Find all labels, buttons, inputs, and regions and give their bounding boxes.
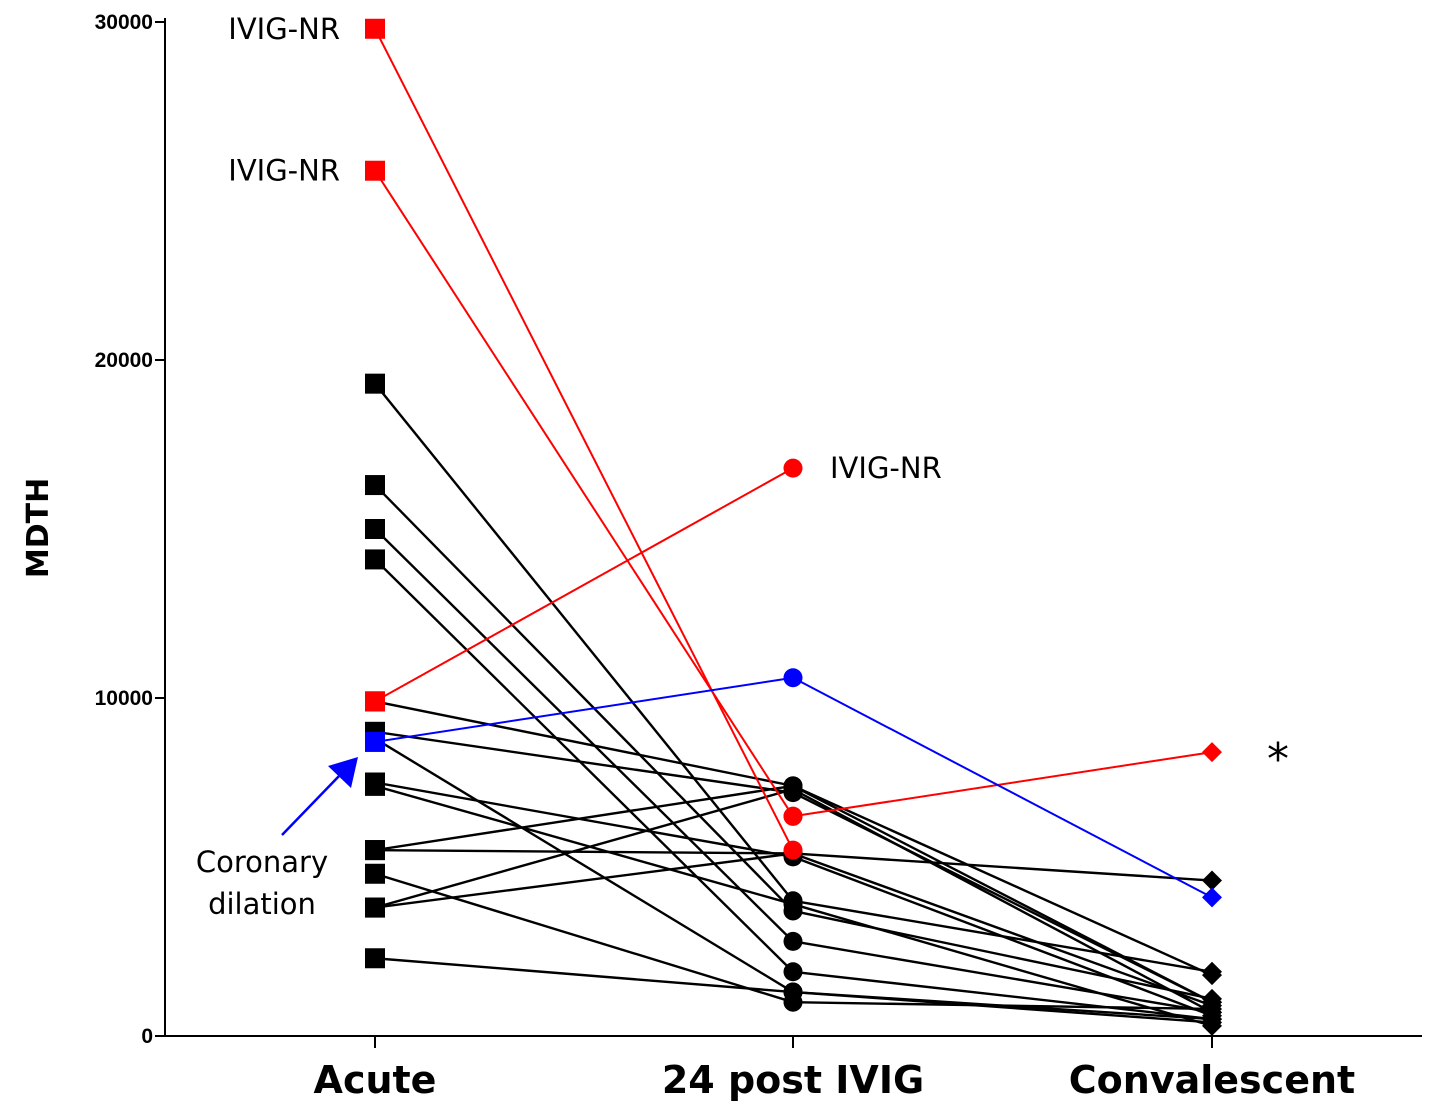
post-ivig-circle-marker [783,779,803,799]
convalescent-diamond-marker [1202,870,1222,891]
convalescent-diamond-marker [1202,1002,1222,1023]
series-line-segment [374,848,794,855]
series-line-segment [374,872,794,1004]
y-tick-label: 0 [141,1025,153,1048]
post-ivig-circle-marker [783,458,803,478]
convalescent-diamond-marker [1202,742,1222,763]
post-ivig-circle-marker [783,962,803,982]
acute-square-marker [365,691,385,712]
series-line-segment [792,1001,1213,1011]
series-line-segment [374,784,794,906]
annotation-line: dilation [208,887,316,921]
post-ivig-circle-marker [783,806,803,826]
series-line-segment [374,676,794,743]
acute-square-marker [365,840,385,861]
series-lines [374,28,1213,1028]
series-line-segment [374,382,794,902]
series-line-segment [374,170,794,817]
x-tick-label: Acute [314,1058,437,1101]
series-line-segment [792,784,1213,1004]
y-tick-label: 30000 [95,11,153,34]
convalescent-diamond-marker [1202,1012,1222,1033]
annotation-ivig-nr: IVIG-NR [228,154,340,188]
series-line-segment [792,940,1213,1014]
series-line-segment [374,700,794,788]
series-line-segment [374,737,794,994]
acute-square-marker [365,18,385,39]
annotation-arrow-shaft [281,774,341,836]
annotation-ivig-nr: IVIG-NR [228,12,340,46]
series-line-segment [792,788,1213,1014]
acute-square-marker [365,863,385,884]
series-line-segment [374,781,794,859]
convalescent-diamond-marker [1202,887,1222,908]
series-line-segment [374,788,794,909]
annotation-ivig-nr: IVIG-NR [830,451,942,485]
series-line-segment [374,28,794,851]
series-line-segment [374,730,794,794]
convalescent-diamond-marker [1202,965,1222,986]
annotation-coronary-dilation: Coronary dilation [196,845,328,921]
series-line-segment [792,852,1213,1007]
series-markers [365,18,1222,1036]
axes: 0 10000 20000 30000 Acute 24 post IVIG Convale… [95,11,1422,1101]
acute-square-marker [365,475,385,496]
post-ivig-circle-marker [783,982,803,1002]
acute-square-marker [365,549,385,570]
annotations: IVIG-NR IVIG-NR IVIG-NR * Coronary dilation [196,12,1289,921]
x-tick-label: 24 post IVIG [662,1058,924,1101]
series-line-segment [792,852,1213,882]
series-line-segment [792,903,1213,1028]
acute-square-marker [365,775,385,796]
series-line-segment [374,852,794,909]
y-tick-label: 20000 [95,349,153,372]
series-line-segment [792,784,1213,977]
acute-square-marker [365,160,385,181]
series-line-segment [374,467,794,703]
acute-square-marker [365,731,385,752]
annotation-line: Coronary [196,845,328,879]
series-line-segment [792,909,1213,1000]
series-line-segment [792,990,1213,1024]
y-tick-label: 10000 [95,687,153,710]
acute-square-marker [365,897,385,918]
series-line-segment [374,484,794,912]
series-line-segment [792,751,1213,818]
series-line-segment [374,784,794,852]
acute-square-marker [365,373,385,394]
post-ivig-circle-marker [783,840,803,860]
series-line-segment [374,957,794,994]
y-axis-title: MDTH [21,478,56,578]
annotation-asterisk: * [1267,734,1289,785]
series-line-segment [792,970,1213,1021]
series-line-segment [792,676,1213,899]
x-tick-label: Convalescent [1069,1058,1355,1101]
post-ivig-circle-marker [783,668,803,688]
acute-square-marker [365,948,385,969]
annotation-arrow-head [328,757,358,788]
post-ivig-circle-marker [783,894,803,914]
series-line-segment [374,558,794,973]
series-line-segment [792,855,1213,1017]
acute-square-marker [365,519,385,539]
series-line-segment [374,528,794,943]
post-ivig-circle-marker [783,931,803,951]
